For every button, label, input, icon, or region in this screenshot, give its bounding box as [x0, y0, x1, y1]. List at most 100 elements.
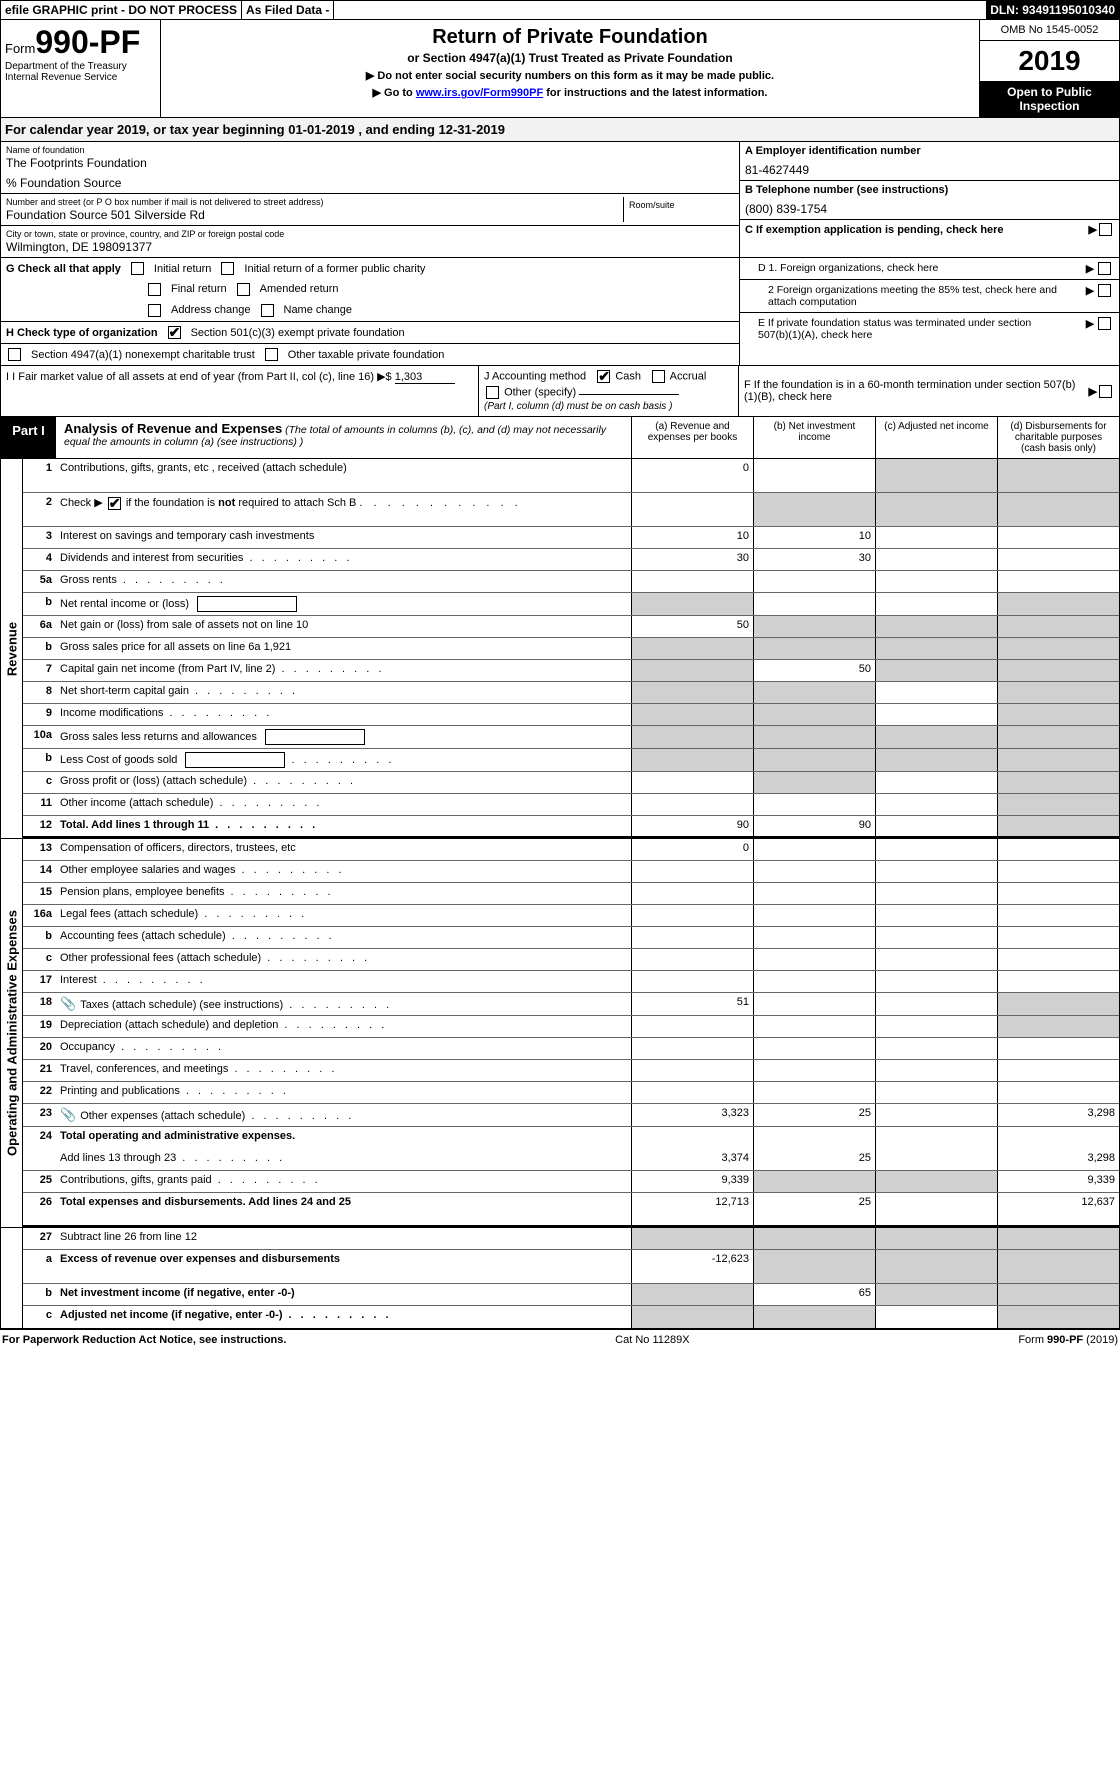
table-row: 24Total operating and administrative exp… [23, 1127, 1119, 1149]
f-label: F If the foundation is in a 60-month ter… [744, 379, 1089, 403]
tax-year: 2019 [980, 41, 1119, 81]
value-cell-d [997, 549, 1119, 570]
value-cell-b [753, 993, 875, 1015]
line-description: Contributions, gifts, grants, etc , rece… [58, 459, 631, 492]
j-cash-checkbox[interactable] [597, 370, 610, 383]
table-row: 25Contributions, gifts, grants paid . . … [23, 1171, 1119, 1193]
open-public-label: Open to Public Inspection [980, 81, 1119, 117]
irs-link[interactable]: www.irs.gov/Form990PF [416, 87, 543, 99]
value-cell-b [753, 949, 875, 970]
fmv-value: 1,303 [395, 371, 455, 384]
value-cell-a [631, 682, 753, 703]
value-cell-b [753, 1082, 875, 1103]
table-row: cOther professional fees (attach schedul… [23, 949, 1119, 971]
page-footer: For Paperwork Reduction Act Notice, see … [0, 1329, 1120, 1350]
exemption-checkbox[interactable] [1099, 223, 1112, 236]
value-cell-a: 50 [631, 616, 753, 637]
line-number: b [23, 1284, 58, 1305]
value-cell-b [753, 704, 875, 725]
j-other-checkbox[interactable] [486, 386, 499, 399]
part1-header: Part I Analysis of Revenue and Expenses … [0, 417, 1120, 459]
value-cell-a [631, 571, 753, 592]
line-description: Net investment income (if negative, ente… [58, 1284, 631, 1305]
g-final-checkbox[interactable] [148, 283, 161, 296]
line-number: 8 [23, 682, 58, 703]
h-other-checkbox[interactable] [265, 348, 278, 361]
col-d-head: (d) Disbursements for charitable purpose… [997, 417, 1119, 458]
table-row: bNet investment income (if negative, ent… [23, 1284, 1119, 1306]
line-description: Other employee salaries and wages . . . … [58, 861, 631, 882]
value-cell-d [997, 1082, 1119, 1103]
j-accrual-checkbox[interactable] [652, 370, 665, 383]
table-row: 27Subtract line 26 from line 12 [23, 1228, 1119, 1250]
value-cell-c [875, 549, 997, 570]
form-prefix: Form [5, 41, 35, 56]
f-checkbox[interactable] [1099, 385, 1112, 398]
value-cell-a: 3,323 [631, 1104, 753, 1126]
line-number: 16a [23, 905, 58, 926]
inline-input-box[interactable] [197, 596, 297, 612]
d2-checkbox[interactable] [1098, 284, 1111, 297]
value-cell-b [753, 772, 875, 793]
value-cell-b [753, 571, 875, 592]
j-label: J Accounting method [484, 370, 586, 382]
value-cell-c [875, 816, 997, 836]
value-cell-b [753, 616, 875, 637]
h-opt-3: Other taxable private foundation [288, 349, 445, 361]
table-row: bAccounting fees (attach schedule) . . .… [23, 927, 1119, 949]
line-description: Gross sales price for all assets on line… [58, 638, 631, 659]
value-cell-c [875, 905, 997, 926]
line-description: Add lines 13 through 23 . . . . . . . . … [58, 1149, 631, 1170]
table-row: 10aGross sales less returns and allowanc… [23, 726, 1119, 749]
d2-label: 2 Foreign organizations meeting the 85% … [758, 284, 1086, 308]
value-cell-a [631, 1082, 753, 1103]
line-description: Depreciation (attach schedule) and deple… [58, 1016, 631, 1037]
table-row: 11Other income (attach schedule) . . . .… [23, 794, 1119, 816]
value-cell-d [997, 493, 1119, 526]
d1-checkbox[interactable] [1098, 262, 1111, 275]
value-cell-b: 25 [753, 1104, 875, 1126]
form-header: Form990-PF Department of the Treasury In… [0, 20, 1120, 118]
calendar-year-row: For calendar year 2019, or tax year begi… [0, 118, 1120, 142]
g-name-checkbox[interactable] [261, 304, 274, 317]
attachment-icon[interactable]: 📎 [60, 996, 76, 1012]
net-table: 27Subtract line 26 from line 12aExcess o… [0, 1228, 1120, 1329]
value-cell-c [875, 839, 997, 860]
value-cell-b [753, 905, 875, 926]
value-cell-c [875, 1060, 997, 1081]
header-right: OMB No 1545-0052 2019 Open to Public Ins… [979, 20, 1119, 117]
value-cell-b [753, 749, 875, 771]
inline-input-box[interactable] [185, 752, 285, 768]
city-state-zip: Wilmington, DE 198091377 [6, 240, 734, 254]
attachment-icon[interactable]: 📎 [60, 1107, 76, 1123]
h-4947-checkbox[interactable] [8, 348, 21, 361]
schb-checkbox[interactable] [108, 497, 121, 510]
g-opt-4: Address change [171, 304, 251, 317]
g-amended-checkbox[interactable] [237, 283, 250, 296]
value-cell-a [631, 1284, 753, 1305]
line-number: 12 [23, 816, 58, 836]
col-a-head: (a) Revenue and expenses per books [631, 417, 753, 458]
j-other-label: Other (specify) [504, 386, 576, 398]
value-cell-c [875, 949, 997, 970]
d1-label: D 1. Foreign organizations, check here [758, 262, 1086, 274]
g-initial-checkbox[interactable] [131, 262, 144, 275]
table-row: bNet rental income or (loss) [23, 593, 1119, 616]
table-row: 4Dividends and interest from securities … [23, 549, 1119, 571]
line-description: Interest on savings and temporary cash i… [58, 527, 631, 548]
value-cell-c [875, 660, 997, 681]
value-cell-d [997, 816, 1119, 836]
value-cell-a [631, 1228, 753, 1249]
value-cell-a [631, 949, 753, 970]
inline-input-box[interactable] [265, 729, 365, 745]
line-description: Net short-term capital gain . . . . . . … [58, 682, 631, 703]
value-cell-a: 90 [631, 816, 753, 836]
h-501c3-checkbox[interactable] [168, 326, 181, 339]
g-former-checkbox[interactable] [221, 262, 234, 275]
g-address-checkbox[interactable] [148, 304, 161, 317]
line-number: 1 [23, 459, 58, 492]
value-cell-b [753, 1127, 875, 1149]
e-checkbox[interactable] [1098, 317, 1111, 330]
value-cell-b: 90 [753, 816, 875, 836]
line-description: Contributions, gifts, grants paid . . . … [58, 1171, 631, 1192]
